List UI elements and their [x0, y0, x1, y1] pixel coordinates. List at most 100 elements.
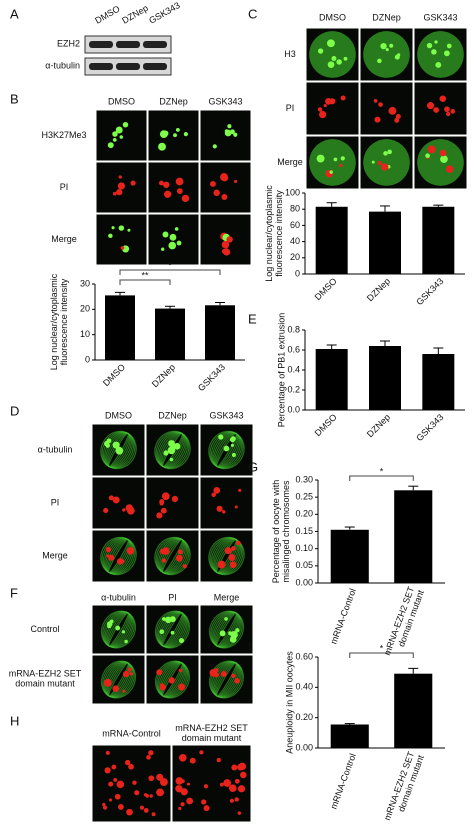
chromosome	[143, 793, 148, 797]
chromosome	[216, 757, 221, 763]
chromosome	[234, 797, 239, 802]
chromosome	[217, 560, 226, 569]
chromosome	[388, 106, 397, 115]
panel-letter: H	[10, 713, 19, 728]
chromosome	[115, 446, 124, 455]
y-tick-label: 20	[290, 252, 300, 262]
blot-band	[89, 41, 113, 48]
chromosome	[440, 155, 448, 163]
y-tick-label: 0	[85, 354, 90, 364]
chromosome	[169, 616, 176, 623]
chromosome	[234, 778, 240, 784]
y-tick-label: 0.0	[287, 404, 300, 414]
chromosome	[168, 440, 176, 447]
chromosome	[433, 107, 440, 113]
chromosome	[445, 165, 454, 173]
chromosome	[122, 121, 129, 128]
bar	[155, 308, 185, 360]
chromosome	[102, 805, 108, 810]
chromosome	[111, 226, 115, 230]
chromosome	[231, 453, 236, 458]
chromosome	[212, 144, 217, 149]
chromosome	[106, 554, 110, 558]
chromosome	[239, 771, 247, 779]
chromosome	[178, 683, 186, 691]
y-tick-label: 0.6	[287, 344, 300, 354]
chromosome	[377, 58, 382, 64]
chromosome	[160, 507, 167, 514]
chromosome	[387, 149, 392, 155]
y-axis-label: Log nuclear/cytoplasmicfluorescence inte…	[264, 185, 284, 282]
chromosome	[339, 163, 343, 168]
chromosome	[129, 672, 133, 676]
chromosome	[103, 678, 112, 687]
chromosome	[125, 504, 133, 512]
column-label: DZNep	[159, 96, 188, 106]
chromosome	[329, 170, 333, 174]
chromosome	[221, 194, 228, 200]
chromosome	[323, 104, 327, 108]
chromosome	[426, 102, 435, 110]
chromosome	[124, 759, 131, 766]
chromosome	[112, 137, 117, 142]
bar	[205, 305, 235, 360]
row-label: H3	[284, 49, 296, 59]
chromosome	[221, 240, 230, 249]
chromosome	[237, 763, 244, 771]
x-tick-label: mRNA-Control	[328, 587, 357, 645]
blot-band	[116, 63, 140, 70]
chromosome	[230, 436, 236, 442]
row-label: PI	[286, 103, 295, 113]
oocyte	[309, 31, 356, 78]
chromosome	[234, 505, 238, 509]
bar	[105, 295, 135, 360]
micrograph	[147, 213, 200, 266]
chromosome	[162, 547, 170, 555]
oocyte	[363, 139, 410, 186]
chromosome	[224, 547, 232, 555]
chromosome	[109, 798, 113, 802]
chromosome	[173, 442, 181, 450]
chromosome	[176, 240, 182, 246]
chromosome	[326, 39, 335, 48]
chromosome	[159, 629, 165, 635]
bar	[330, 724, 369, 748]
y-axis-label: Percentage of oocyte withmisalinged chro…	[271, 480, 291, 584]
chromosome	[180, 779, 185, 784]
spindle-fiber	[100, 610, 137, 649]
bar	[394, 490, 433, 583]
chromosome	[231, 764, 238, 771]
y-tick-label: 0.2	[287, 384, 300, 394]
chromosome	[105, 750, 110, 755]
chromosome	[106, 443, 110, 448]
micrograph	[359, 135, 414, 190]
chromosome	[161, 492, 170, 501]
column-label: DZNep	[372, 12, 401, 22]
chromosome	[169, 457, 174, 462]
chromosome	[237, 811, 242, 815]
chromosome	[149, 794, 153, 798]
blot-band	[116, 41, 140, 48]
x-tick-label: mRNA-Control	[328, 752, 357, 810]
micrograph	[199, 213, 252, 266]
chromosome	[209, 668, 218, 677]
chromosome	[148, 750, 154, 756]
chromosome	[223, 445, 230, 452]
chromosome	[383, 151, 388, 156]
chromosome	[220, 670, 227, 677]
chromosome	[127, 667, 132, 672]
chromosome	[114, 793, 121, 800]
chromosome	[158, 142, 166, 151]
x-tick-label: DMSO	[313, 276, 339, 302]
column-label: GSK343	[147, 0, 181, 26]
chromosome	[238, 488, 242, 492]
y-axis-label: Aneuploidy in MII oocytes	[284, 651, 294, 754]
chromosome	[373, 98, 378, 103]
chromosome	[186, 797, 194, 805]
chromosome	[179, 638, 185, 644]
chromosome	[340, 95, 346, 101]
significance-label: *	[380, 466, 384, 476]
chromosome	[434, 40, 438, 44]
chromosome	[178, 753, 187, 762]
micrograph	[413, 135, 468, 190]
